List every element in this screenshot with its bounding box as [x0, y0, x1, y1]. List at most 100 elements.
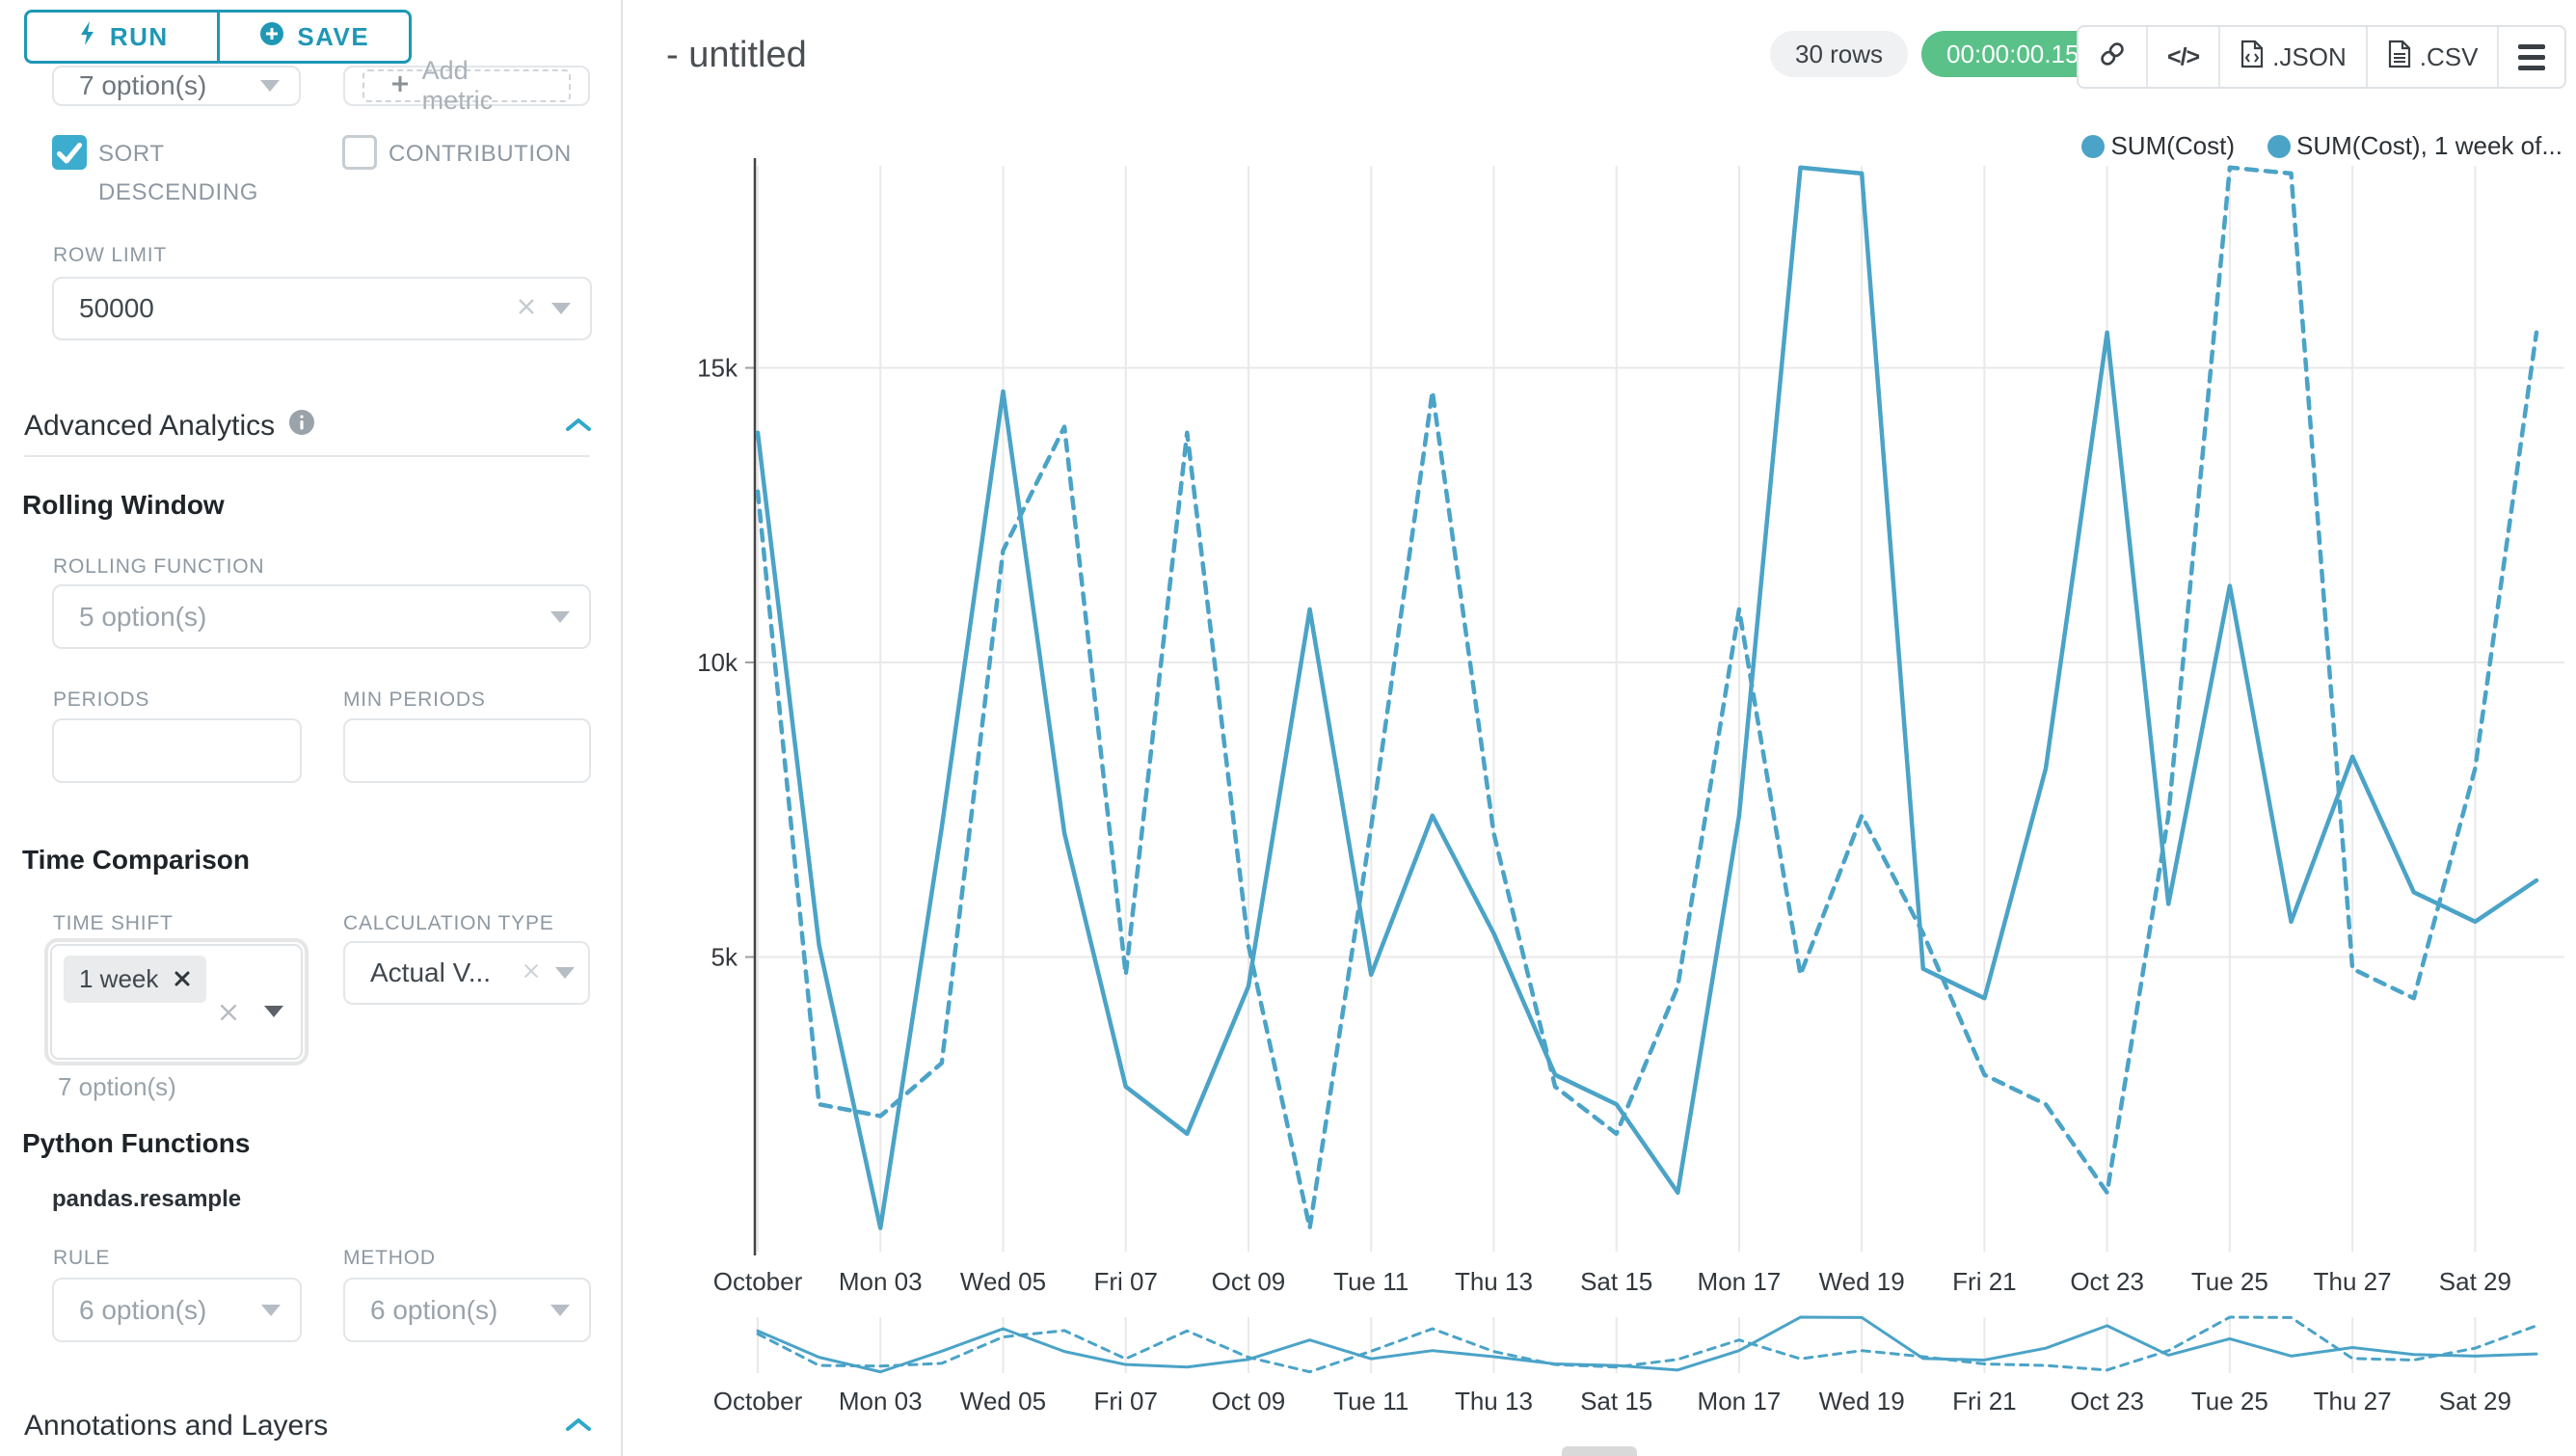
- legend-dot-icon: [2267, 134, 2292, 158]
- method-value: 6 option(s): [370, 1294, 498, 1325]
- periods-label: PERIODS: [53, 688, 150, 711]
- plus-icon: [389, 71, 411, 101]
- annotations-layers-header[interactable]: Annotations and Layers: [24, 1410, 593, 1443]
- sort-descending-checkbox-row[interactable]: SORT DESCENDING: [52, 135, 274, 212]
- chevron-down-icon[interactable]: [555, 967, 575, 979]
- chevron-up-icon[interactable]: [564, 410, 593, 443]
- svg-text:Sat 29: Sat 29: [2439, 1387, 2511, 1416]
- min-periods-input[interactable]: [343, 718, 591, 783]
- checkbox-unchecked-icon[interactable]: [342, 135, 377, 170]
- rule-value: 6 option(s): [79, 1294, 207, 1325]
- time-shift-multiselect[interactable]: 1 week: [44, 938, 309, 1065]
- svg-text:Sat 29: Sat 29: [2439, 1267, 2511, 1296]
- time-shift-tag-label: 1 week: [79, 964, 159, 993]
- chevron-down-icon[interactable]: [261, 1304, 281, 1316]
- calculation-type-select[interactable]: Actual V...: [343, 941, 590, 1005]
- calculation-type-value: Actual V...: [370, 957, 492, 987]
- export-toolbar: </> .JSON .CSV: [2077, 25, 2567, 89]
- svg-text:Fri 07: Fri 07: [1093, 1387, 1157, 1416]
- legend-item-sum-cost[interactable]: SUM(Cost): [2081, 131, 2235, 161]
- svg-text:Mon 17: Mon 17: [1698, 1267, 1782, 1296]
- csv-button-label: .CSV: [2419, 41, 2479, 71]
- rule-label: RULE: [53, 1247, 111, 1269]
- svg-text:Oct 09: Oct 09: [1212, 1267, 1286, 1296]
- chart-legend: SUM(Cost) SUM(Cost), 1 week of...: [2081, 131, 2563, 161]
- section-divider: [24, 455, 590, 457]
- json-button-label: .JSON: [2272, 41, 2347, 71]
- rolling-window-title: Rolling Window: [22, 490, 225, 520]
- link-icon: [2098, 40, 2127, 75]
- svg-text:Tue 11: Tue 11: [1333, 1267, 1409, 1296]
- svg-text:Wed 19: Wed 19: [1819, 1267, 1905, 1296]
- legend-label: SUM(Cost): [2110, 131, 2236, 160]
- query-status-badges: 30 rows 00:00:00.15: [1770, 31, 2105, 77]
- svg-text:Oct 09: Oct 09: [1212, 1387, 1286, 1416]
- row-limit-label: ROW LIMIT: [53, 244, 168, 266]
- row-count-badge: 30 rows: [1770, 31, 1909, 77]
- panel-resize-handle[interactable]: [1562, 1446, 1637, 1456]
- svg-text:October: October: [713, 1267, 803, 1296]
- time-shift-label: TIME SHIFT: [53, 912, 174, 934]
- clear-icon[interactable]: [515, 295, 538, 323]
- metrics-select[interactable]: 7 option(s): [52, 66, 301, 106]
- svg-text:Wed 05: Wed 05: [960, 1387, 1046, 1416]
- chevron-down-icon[interactable]: [264, 1006, 283, 1017]
- calculation-type-label: CALCULATION TYPE: [343, 912, 554, 934]
- svg-text:Tue 11: Tue 11: [1333, 1387, 1409, 1416]
- plus-circle-icon: [258, 20, 285, 54]
- control-panel: RUN SAVE 7 option(s) Add metric: [0, 0, 623, 1456]
- svg-text:Tue 25: Tue 25: [2191, 1267, 2268, 1296]
- svg-text:October: October: [713, 1387, 803, 1416]
- periods-input[interactable]: [52, 718, 302, 783]
- query-timer-badge: 00:00:00.15: [1921, 31, 2105, 77]
- add-metric-button[interactable]: Add metric: [343, 56, 590, 115]
- save-button[interactable]: SAVE: [216, 13, 410, 61]
- chevron-down-icon[interactable]: [551, 303, 571, 314]
- embed-code-button[interactable]: </>: [2146, 27, 2218, 87]
- save-button-label: SAVE: [297, 21, 370, 51]
- svg-text:Mon 03: Mon 03: [839, 1267, 923, 1296]
- chevron-up-icon[interactable]: [564, 1410, 593, 1443]
- chevron-down-icon[interactable]: [550, 610, 570, 623]
- more-options-button[interactable]: [2497, 27, 2564, 87]
- checkbox-checked-icon[interactable]: [52, 135, 87, 170]
- info-icon: [288, 409, 315, 444]
- chart-title[interactable]: - untitled: [666, 35, 807, 75]
- metrics-select-value: 7 option(s): [79, 70, 207, 100]
- export-csv-button[interactable]: .CSV: [2365, 27, 2498, 87]
- time-shift-hint: 7 option(s): [58, 1072, 176, 1101]
- svg-text:Fri 07: Fri 07: [1093, 1267, 1157, 1296]
- export-json-button[interactable]: .JSON: [2218, 27, 2366, 87]
- run-button[interactable]: RUN: [27, 13, 217, 61]
- contribution-checkbox-row[interactable]: CONTRIBUTION: [342, 135, 612, 174]
- legend-item-sum-cost-offset[interactable]: SUM(Cost), 1 week of...: [2267, 131, 2563, 161]
- row-limit-select[interactable]: 50000: [52, 277, 592, 340]
- rolling-function-select[interactable]: 5 option(s): [52, 584, 591, 649]
- svg-text:Fri 21: Fri 21: [1952, 1387, 2016, 1416]
- min-periods-label: MIN PERIODS: [343, 688, 486, 711]
- svg-text:Oct 23: Oct 23: [2070, 1267, 2144, 1296]
- chevron-down-icon[interactable]: [550, 1304, 570, 1316]
- time-shift-tag[interactable]: 1 week: [64, 956, 207, 1003]
- clear-icon[interactable]: [216, 1000, 241, 1030]
- copy-link-button[interactable]: [2079, 27, 2146, 87]
- svg-text:10k: 10k: [697, 648, 738, 677]
- svg-text:Wed 05: Wed 05: [960, 1267, 1046, 1296]
- svg-text:Thu 13: Thu 13: [1455, 1267, 1533, 1296]
- svg-text:Wed 19: Wed 19: [1819, 1387, 1905, 1416]
- query-button-group: RUN SAVE: [24, 10, 412, 64]
- tag-remove-icon[interactable]: [174, 964, 191, 994]
- rule-select[interactable]: 6 option(s): [52, 1278, 302, 1342]
- code-icon: </>: [2167, 42, 2200, 70]
- row-limit-value: 50000: [79, 293, 154, 323]
- svg-text:Thu 27: Thu 27: [2314, 1267, 2392, 1296]
- legend-dot-icon: [2081, 134, 2106, 158]
- json-file-icon: [2240, 40, 2265, 75]
- method-select[interactable]: 6 option(s): [343, 1278, 591, 1342]
- python-functions-title: Python Functions: [22, 1128, 251, 1158]
- svg-text:15k: 15k: [697, 354, 738, 383]
- advanced-analytics-header[interactable]: Advanced Analytics: [24, 409, 593, 444]
- clear-icon[interactable]: [521, 960, 542, 986]
